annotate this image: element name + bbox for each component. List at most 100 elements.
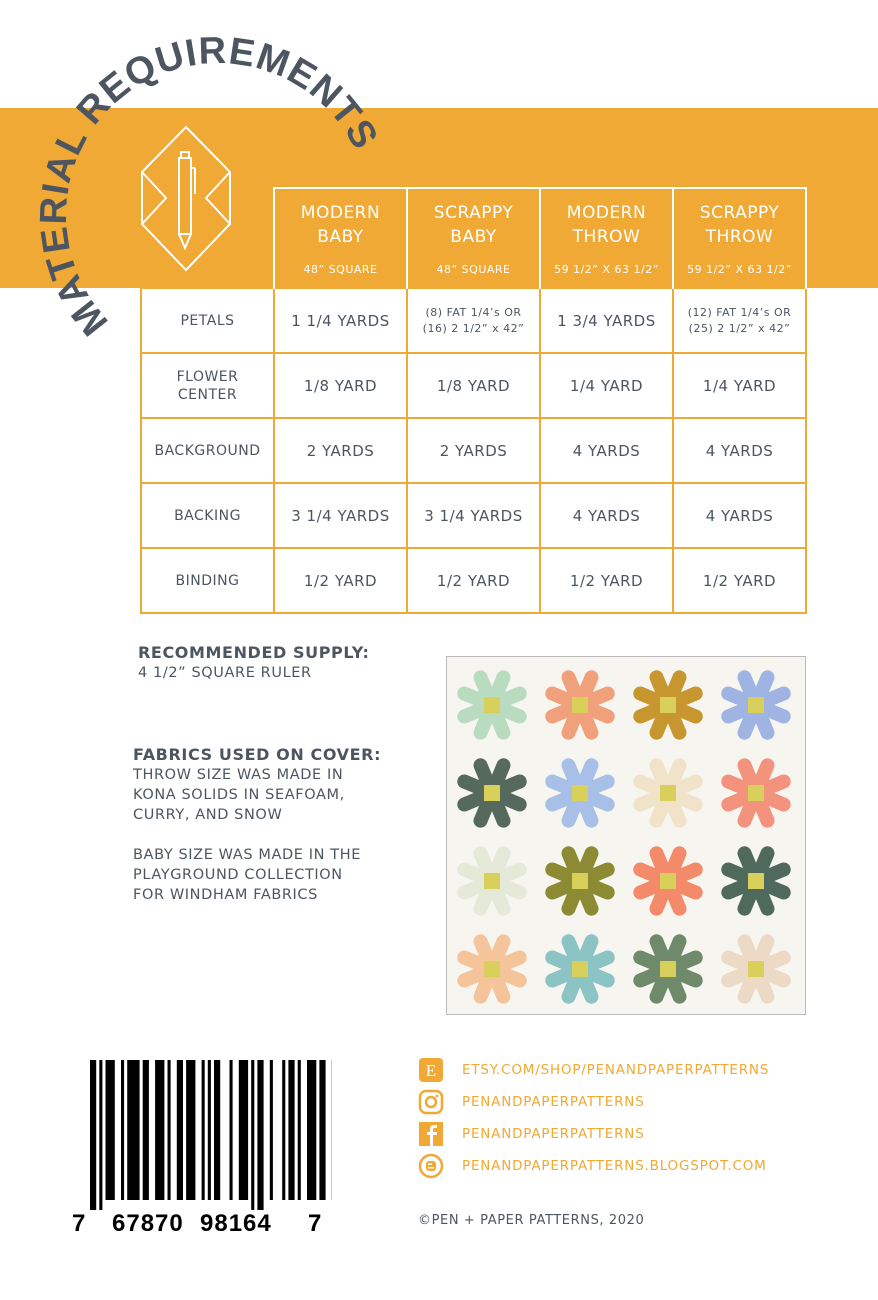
barcode-bar [99, 1060, 103, 1210]
quilt-flower [721, 934, 791, 1004]
column-title-line: BABY [317, 227, 364, 247]
barcode-bar [121, 1060, 125, 1200]
column-header: SCRAPPY THROW 59 1/2” X 63 1/2” [672, 187, 807, 288]
quilt-flowers [457, 670, 791, 1004]
table-cell: 1/2 YARD [539, 547, 674, 614]
flower-center [572, 961, 588, 977]
flower-center [572, 873, 588, 889]
table-row: BACKING 3 1/4 YARDS 3 1/4 YARDS 4 YARDS 4 YA… [140, 482, 807, 549]
svg-text:E: E [426, 1061, 436, 1080]
column-size: 59 1/2” X 63 1/2” [687, 263, 792, 276]
column-title-line: SCRAPPY [699, 203, 780, 223]
facebook-icon [418, 1121, 444, 1147]
quilt-flower [545, 758, 615, 828]
quilt-flower [545, 670, 615, 740]
table-row: FLOWER CENTER 1/8 YARD 1/8 YARD 1/4 YARD 1/4… [140, 352, 807, 419]
link-instagram[interactable]: PENANDPAPERPATTERNS [418, 1086, 769, 1118]
quilt-flower [633, 934, 703, 1004]
link-text[interactable]: PENANDPAPERPATTERNS [462, 1126, 645, 1142]
quilt-flower [457, 758, 527, 828]
column-title-line: THROW [705, 227, 774, 247]
quilt-flower [457, 670, 527, 740]
barcode-bar [282, 1060, 286, 1200]
link-blogger[interactable]: PENANDPAPERPATTERNS.BLOGSPOT.COM [418, 1150, 769, 1182]
fabrics-para1: THROW SIZE WAS MADE IN KONA SOLIDS IN SE… [133, 765, 381, 825]
table-row: BACKGROUND 2 YARDS 2 YARDS 4 YARDS 4 YARDS [140, 417, 807, 484]
supply-heading: RECOMMENDED SUPPLY: [138, 643, 370, 662]
quilt-flower [633, 758, 703, 828]
flower-center [748, 697, 764, 713]
link-text[interactable]: PENANDPAPERPATTERNS.BLOGSPOT.COM [462, 1158, 767, 1174]
table-cell: (12) FAT 1/4’s OR (25) 2 1/2” x 42” [672, 287, 807, 354]
flower-center [660, 785, 676, 801]
quilt-flower [633, 670, 703, 740]
table-cell: 1/4 YARD [672, 352, 807, 419]
table-cell: 1/2 YARD [672, 547, 807, 614]
quilt-flower [633, 846, 703, 916]
barcode-bar [307, 1060, 317, 1200]
table-cell: 1/8 YARD [273, 352, 408, 419]
flower-center [572, 697, 588, 713]
barcode-bar [251, 1060, 255, 1210]
flower-center [660, 697, 676, 713]
quilt-flower [457, 846, 527, 916]
flower-center [660, 961, 676, 977]
link-text[interactable]: ETSY.COM/SHOP/PENANDPAPERPATTERNS [462, 1062, 770, 1078]
flower-center [484, 961, 500, 977]
quilt-flower [545, 846, 615, 916]
barcode-bar [186, 1060, 196, 1200]
table-row: BINDING 1/2 YARD 1/2 YARD 1/2 YARD 1/2 YARD [140, 547, 807, 614]
flower-center [748, 873, 764, 889]
row-label: PETALS [140, 287, 275, 354]
quilt-flower [721, 670, 791, 740]
column-title-line: SCRAPPY [433, 203, 514, 223]
text-line: BABY SIZE WAS MADE IN THE [133, 847, 361, 863]
barcode-bar [127, 1060, 140, 1200]
header-blank [141, 188, 275, 288]
etsy-icon: E [418, 1057, 444, 1083]
text-line: CURRY, AND SNOW [133, 807, 283, 823]
table-cell: 4 YARDS [672, 417, 807, 484]
recommended-supply: RECOMMENDED SUPPLY: 4 1/2” SQUARE RULER [138, 643, 370, 683]
row-label: FLOWER CENTER [140, 352, 275, 419]
quilt-cover-image [446, 656, 806, 1015]
barcode-bar [288, 1060, 295, 1200]
table-cell: 4 YARDS [672, 482, 807, 549]
row-label: BACKING [140, 482, 275, 549]
barcode: 7 67870 98164 7 [72, 1058, 404, 1242]
table-cell: 3 1/4 YARDS [273, 482, 408, 549]
table-cell: 1/2 YARD [406, 547, 541, 614]
quilt-flower [545, 934, 615, 1004]
row-label: BINDING [140, 547, 275, 614]
row-label: BACKGROUND [140, 417, 275, 484]
barcode-digits-right: 98164 [200, 1210, 272, 1237]
barcode-bar [269, 1060, 273, 1200]
table-cell: 1/8 YARD [406, 352, 541, 419]
table-cell: 4 YARDS [539, 417, 674, 484]
column-title-line: THROW [572, 227, 641, 247]
link-facebook[interactable]: PENANDPAPERPATTERNS [418, 1118, 769, 1150]
column-size: 48” SQUARE [303, 263, 378, 276]
barcode-digit-check: 7 [308, 1210, 321, 1237]
table-cell: (8) FAT 1/4’s OR (16) 2 1/2” x 42” [406, 287, 541, 354]
text-line: KONA SOLIDS IN SEAFOAM, [133, 787, 345, 803]
instagram-icon [418, 1089, 444, 1115]
supply-text: 4 1/2” SQUARE RULER [138, 665, 312, 681]
flower-center [572, 785, 588, 801]
quilt-flower [721, 846, 791, 916]
table-cell: 1 1/4 YARDS [273, 287, 408, 354]
barcode-digit-lead: 7 [72, 1210, 85, 1237]
barcode-bar [142, 1060, 149, 1200]
barcode-bar [167, 1060, 171, 1200]
link-text[interactable]: PENANDPAPERPATTERNS [462, 1094, 645, 1110]
table-cell: 2 YARDS [406, 417, 541, 484]
barcode-bar [105, 1060, 115, 1200]
column-header: MODERN THROW 59 1/2” X 63 1/2” [539, 187, 674, 288]
flower-center [748, 785, 764, 801]
column-header: SCRAPPY BABY 48” SQUARE [406, 187, 541, 288]
table-cell: 1 3/4 YARDS [539, 287, 674, 354]
barcode-bars: 7 67870 98164 7 [72, 1060, 404, 1237]
barcode-bar [176, 1060, 183, 1200]
table-cell: 1/4 YARD [539, 352, 674, 419]
link-etsy[interactable]: E ETSY.COM/SHOP/PENANDPAPERPATTERNS [418, 1054, 769, 1086]
